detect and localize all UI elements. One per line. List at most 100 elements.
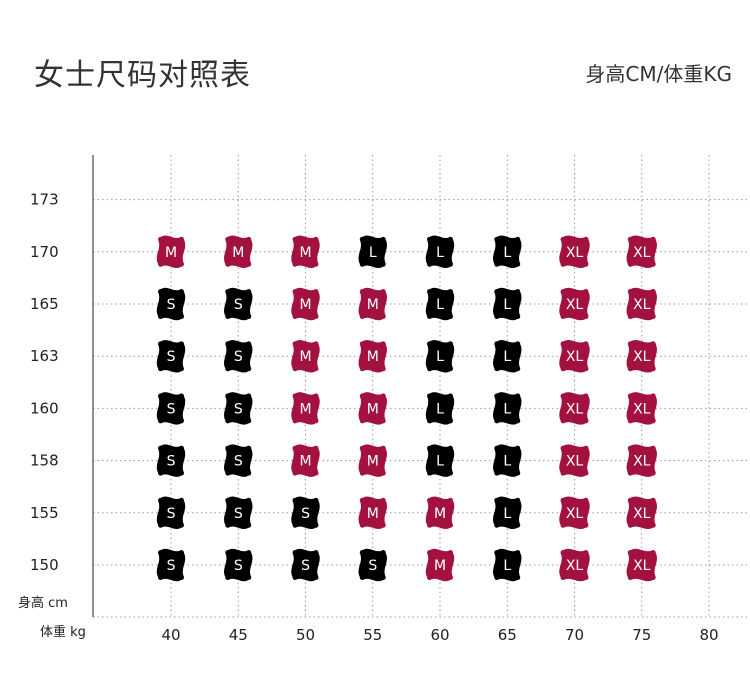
size-badge-m: M [358,392,387,425]
size-badge-shape [425,548,455,582]
size-badge-label: M [367,297,379,313]
size-badge-shape [156,339,186,373]
size-badge-shape [425,339,455,373]
size-badge-m: M [224,235,253,269]
size-badge-m: M [358,496,387,530]
size-badge-shape [291,392,320,425]
size-badge-label: L [436,454,444,470]
size-badge-label: S [301,506,310,522]
size-badge-label: XL [566,454,584,470]
size-badge-shape [493,339,522,373]
size-badge-m: M [358,287,387,321]
size-badge-label: M [299,454,311,470]
size-badge-shape [291,287,320,321]
y-tick-label: 155 [30,504,59,522]
size-badge-shape [626,339,657,373]
size-badge-label: S [234,401,243,417]
x-axis-label: 体重 kg [40,624,86,640]
y-tick-labels: 150 155 158 160 163 165 170 173 [30,191,59,574]
size-badge-label: M [299,297,311,313]
size-badge-shape [626,444,657,477]
size-badge-shape [224,496,253,530]
size-badge-shape [224,548,253,582]
size-badge-shape [559,339,590,373]
y-axis-label: 身高 cm [18,595,68,611]
size-badge-shape [425,392,455,425]
size-badge-shape [358,392,387,425]
size-badge-l: L [425,339,455,373]
size-badge-label: S [368,558,377,574]
size-badge-shape [559,235,590,269]
size-badge-label: XL [566,506,584,522]
size-badges: M M M L L L XL XL S S M M L L XL XL S S M M L L XL XL S S M M L L XL XL… [156,235,657,582]
size-badge-l: L [493,235,522,269]
size-badge-m: M [425,496,455,530]
size-badge-shape [626,235,657,269]
size-badge-m: M [358,444,387,477]
size-badge-label: S [167,401,176,417]
size-badge-shape [626,287,657,321]
x-tick-label: 65 [498,626,517,644]
grid-lines [93,155,750,618]
size-badge-m: M [291,392,320,425]
size-badge-s: S [224,339,253,373]
size-badge-l: L [358,235,387,269]
size-badge-shape [291,339,320,373]
size-badge-m: M [291,235,320,269]
size-badge-label: XL [566,401,584,417]
x-tick-label: 80 [699,626,718,644]
size-badge-s: S [156,392,186,425]
size-badge-l: L [493,339,522,373]
size-badge-label: L [503,245,511,261]
size-badge-xl: XL [559,548,590,582]
chart-title: 女士尺码对照表 [34,58,251,93]
size-badge-l: L [425,444,455,477]
size-badge-label: S [167,297,176,313]
chart-subtitle: 身高CM/体重KG [585,62,732,86]
size-badge-shape [559,392,590,425]
size-badge-s: S [156,548,186,582]
size-badge-l: L [425,287,455,321]
size-badge-shape [358,444,387,477]
x-tick-label: 60 [430,626,449,644]
y-tick-label: 150 [30,556,59,574]
size-badge-label: S [234,349,243,365]
size-badge-xl: XL [626,444,657,477]
size-badge-label: S [234,506,243,522]
size-badge-label: XL [633,297,651,313]
size-badge-l: L [493,392,522,425]
size-badge-shape [358,287,387,321]
size-badge-shape [626,496,657,530]
x-tick-label: 50 [296,626,315,644]
size-badge-shape [156,287,186,321]
size-badge-label: L [503,454,511,470]
x-tick-label: 70 [565,626,584,644]
size-badge-label: M [434,558,446,574]
size-badge-label: S [167,558,176,574]
size-badge-shape [493,287,522,321]
size-badge-label: M [299,245,311,261]
size-badge-label: M [367,454,379,470]
size-badge-shape [358,339,387,373]
size-badge-s: S [156,444,186,477]
size-badge-shape [425,287,455,321]
size-badge-label: M [367,401,379,417]
x-tick-label: 55 [363,626,382,644]
y-tick-label: 158 [30,452,59,470]
size-badge-xl: XL [559,339,590,373]
size-badge-shape [291,444,320,477]
size-badge-l: L [493,548,522,582]
size-badge-shape [156,235,186,269]
size-badge-label: M [367,506,379,522]
size-badge-l: L [493,287,522,321]
size-badge-label: M [232,245,244,261]
size-badge-label: S [234,297,243,313]
size-badge-s: S [291,496,320,530]
size-badge-label: S [301,558,310,574]
size-badge-shape [224,444,253,477]
y-tick-label: 173 [30,191,59,209]
size-badge-shape [626,548,657,582]
size-badge-shape [291,496,320,530]
size-badge-m: M [291,287,320,321]
